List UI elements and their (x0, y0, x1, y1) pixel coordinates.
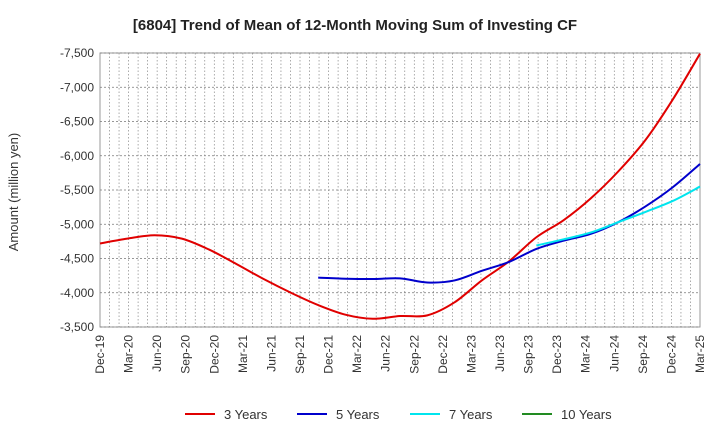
legend: 3 Years 5 Years 7 Years 10 Years (185, 407, 612, 422)
x-tick-label: Jun-21 (264, 335, 278, 372)
x-tick-label: Sep-23 (522, 335, 536, 374)
x-tick-label: Dec-22 (436, 335, 450, 374)
y-tick-label: -4,000 (60, 286, 94, 300)
x-tick-label: Sep-21 (293, 335, 307, 374)
y-tick-label: -5,000 (60, 217, 94, 231)
series-layer (99, 53, 701, 320)
legend-label: 10 Years (561, 407, 612, 422)
series-line-7-years (536, 185, 701, 247)
x-tick-label: Sep-20 (179, 335, 193, 374)
x-tick-label: Mar-24 (579, 335, 593, 373)
y-axis-ticks: -3,500 -4,000 -4,500 -5,000 -5,500 -6,000 -6,5… (60, 46, 94, 334)
y-tick-label: -6,500 (60, 115, 94, 129)
y-gridlines (100, 52, 700, 328)
x-tick-label: Mar-21 (236, 335, 250, 373)
x-tick-label: Mar-23 (464, 335, 478, 373)
x-tick-label: Mar-22 (350, 335, 364, 373)
x-axis-ticks: Dec-19 Mar-20 Jun-20 Sep-20 Dec-20 Mar-21 Jun-… (93, 335, 707, 374)
x-tick-label: Dec-21 (322, 335, 336, 374)
y-axis-label: Amount (million yen) (6, 133, 21, 252)
y-tick-label: -4,500 (60, 252, 94, 266)
series-line-3-years (99, 53, 701, 320)
x-tick-label: Dec-19 (93, 335, 107, 374)
series-line-5-years (318, 163, 701, 284)
y-tick-label: -7,500 (60, 46, 94, 60)
x-tick-label: Dec-24 (664, 335, 678, 374)
x-tick-label: Jun-23 (493, 335, 507, 372)
x-tick-label: Sep-24 (636, 335, 650, 374)
y-tick-label: -5,500 (60, 183, 94, 197)
x-tick-label: Sep-22 (407, 335, 421, 374)
x-tick-label: Jun-24 (607, 335, 621, 372)
x-tick-label: Mar-20 (122, 335, 136, 373)
x-tick-label: Mar-25 (693, 335, 707, 373)
legend-label: 7 Years (449, 407, 493, 422)
y-tick-label: -6,000 (60, 149, 94, 163)
x-tick-label: Dec-20 (207, 335, 221, 374)
x-tick-label: Jun-22 (379, 335, 393, 372)
legend-label: 3 Years (224, 407, 268, 422)
x-tick-label: Dec-23 (550, 335, 564, 374)
x-gridlines (109, 53, 691, 327)
x-tick-label: Jun-20 (150, 335, 164, 372)
y-tick-label: -3,500 (60, 320, 94, 334)
y-tick-label: -7,000 (60, 80, 94, 94)
chart-title: [6804] Trend of Mean of 12-Month Moving … (133, 17, 577, 34)
legend-label: 5 Years (336, 407, 380, 422)
